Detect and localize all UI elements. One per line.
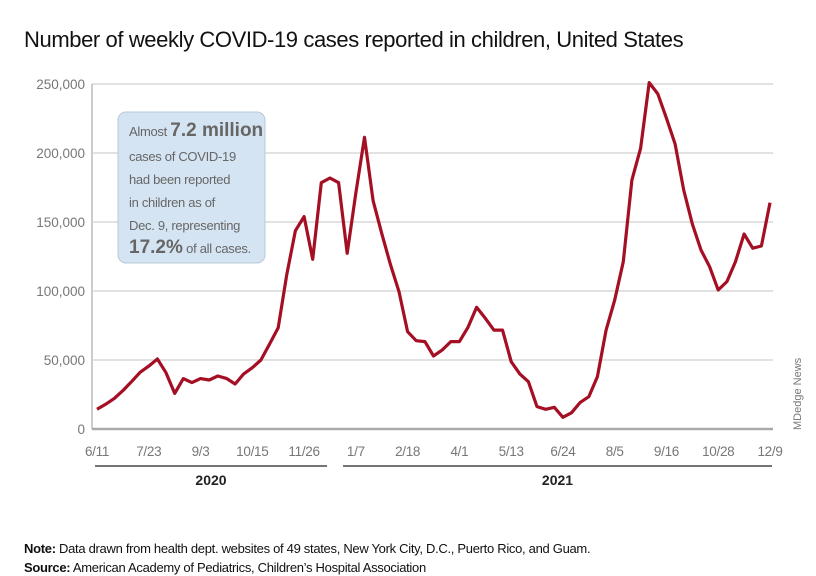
x-axis: 6/11 7/23 9/3 10/15 11/26 1/7 2/18 4/1 5/13 6/24 8… [85, 444, 783, 459]
chart-title: Number of weekly COVID-19 cases reported… [24, 27, 684, 52]
x-tick-label: 10/15 [236, 444, 268, 459]
x-tick-label: 1/7 [347, 444, 365, 459]
x-tick-label: 11/26 [288, 444, 319, 459]
year-groups: 2020 2021 [95, 465, 772, 488]
y-tick-label: 50,000 [44, 353, 85, 368]
x-tick-label: 4/1 [450, 444, 468, 459]
annotation-line-1: Almost 7.2 million [129, 120, 263, 141]
year-label: 2021 [542, 472, 573, 488]
note: Note: Data drawn from health dept. websi… [24, 541, 590, 556]
y-tick-label: 150,000 [36, 215, 85, 230]
x-tick-label: 8/5 [606, 444, 624, 459]
annotation-line-2: cases of COVID-19 [129, 149, 236, 164]
y-tick-label: 0 [77, 422, 85, 437]
x-tick-label: 6/11 [85, 444, 109, 459]
source: Source: American Academy of Pediatrics, … [24, 560, 426, 575]
x-tick-label: 7/23 [136, 444, 161, 459]
x-tick-label: 12/9 [757, 444, 782, 459]
x-tick-label: 10/28 [702, 444, 734, 459]
y-tick-label: 200,000 [36, 146, 85, 161]
x-tick-label: 9/16 [654, 444, 679, 459]
annotation-box: Almost 7.2 million cases of COVID-19 had… [117, 111, 266, 264]
x-tick-label: 9/3 [192, 444, 210, 459]
x-tick-label: 6/24 [550, 444, 576, 459]
x-tick-label: 2/18 [395, 444, 420, 459]
x-tick-label: 5/13 [499, 444, 524, 459]
y-axis: 0 50,000 100,000 150,000 200,000 250,000 [36, 77, 85, 437]
y-tick-label: 100,000 [36, 284, 85, 299]
annotation-line-3: had been reported [129, 172, 230, 187]
year-label: 2020 [195, 472, 226, 488]
y-tick-label: 250,000 [36, 77, 85, 92]
annotation-line-4: in children as of [129, 195, 216, 210]
data-points [96, 82, 771, 418]
credit: MDedge News [792, 357, 804, 430]
annotation-line-6: 17.2% of all cases. [129, 237, 251, 258]
annotation-line-5: Dec. 9, representing [129, 218, 240, 233]
